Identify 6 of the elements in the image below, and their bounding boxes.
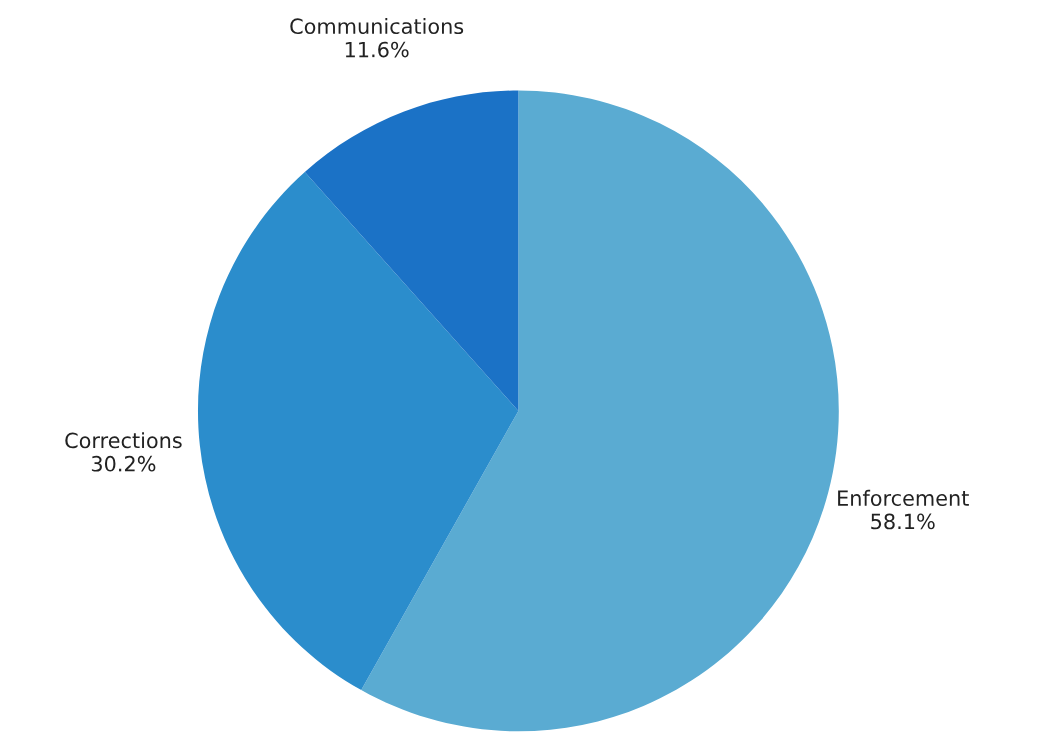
data-label: 58.1%: [871, 513, 935, 530]
slice-label: Enforcement: [838, 489, 969, 506]
slice-label: Corrections: [65, 432, 182, 449]
data-label: 11.6%: [345, 41, 409, 58]
data-label: 30.2%: [91, 455, 156, 472]
slice-label: Communications: [290, 17, 464, 35]
